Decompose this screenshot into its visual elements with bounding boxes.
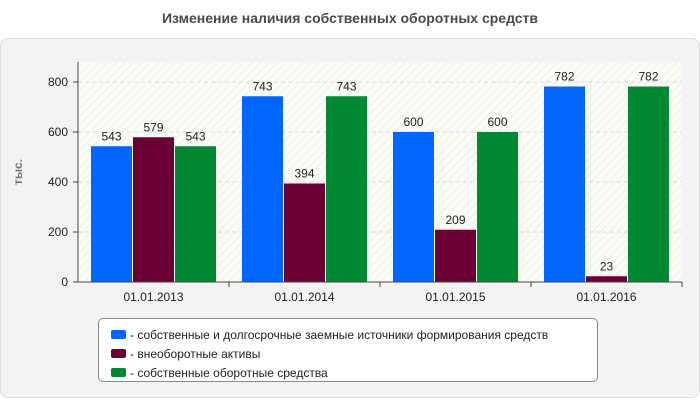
bar: [393, 132, 434, 282]
data-label: 743: [252, 79, 272, 93]
bar: [477, 132, 518, 282]
bar: [133, 137, 174, 282]
data-label: 579: [143, 120, 163, 134]
data-label: 782: [554, 70, 574, 84]
legend-label: - внеоборотные активы: [130, 346, 261, 361]
data-label: 743: [336, 79, 356, 93]
data-label: 600: [487, 115, 507, 129]
bar: [628, 86, 669, 282]
bar: [586, 276, 627, 282]
y-tick-label: 600: [48, 125, 68, 139]
legend-swatch: [111, 330, 126, 339]
legend-swatch: [111, 368, 126, 377]
y-tick-label: 200: [48, 225, 68, 239]
x-tick-label: 01.01.2016: [576, 290, 636, 304]
y-axis-label: тыс.: [11, 159, 25, 185]
data-label: 543: [185, 129, 205, 143]
data-label: 600: [403, 115, 423, 129]
legend-label: - собственные оборотные средства: [130, 365, 328, 380]
data-label: 543: [101, 129, 121, 143]
data-label: 394: [294, 167, 314, 181]
chart-title: Изменение наличия собственных оборотных …: [161, 10, 539, 26]
legend-swatch: [111, 349, 126, 358]
bar: [326, 96, 367, 282]
legend-item: - собственные оборотные средства: [111, 363, 597, 382]
bar: [175, 146, 216, 282]
y-tick-label: 400: [48, 175, 68, 189]
bar: [435, 229, 476, 282]
bar: [91, 146, 132, 282]
x-tick-label: 01.01.2015: [425, 290, 485, 304]
bar: [544, 86, 585, 282]
x-tick-label: 01.01.2013: [123, 290, 183, 304]
data-label: 209: [445, 213, 465, 227]
legend-item: - внеоборотные активы: [111, 344, 597, 363]
y-tick-label: 800: [48, 75, 68, 89]
bar: [242, 96, 283, 282]
y-tick-label: 0: [61, 275, 68, 289]
legend: - собственные и долгосрочные заемные ист…: [98, 318, 598, 382]
x-tick-label: 01.01.2014: [274, 290, 334, 304]
data-label: 23: [600, 259, 614, 273]
data-label: 782: [638, 70, 658, 84]
legend-item: - собственные и долгосрочные заемные ист…: [111, 325, 597, 344]
bar: [284, 183, 325, 282]
legend-label: - собственные и долгосрочные заемные ист…: [130, 327, 549, 342]
